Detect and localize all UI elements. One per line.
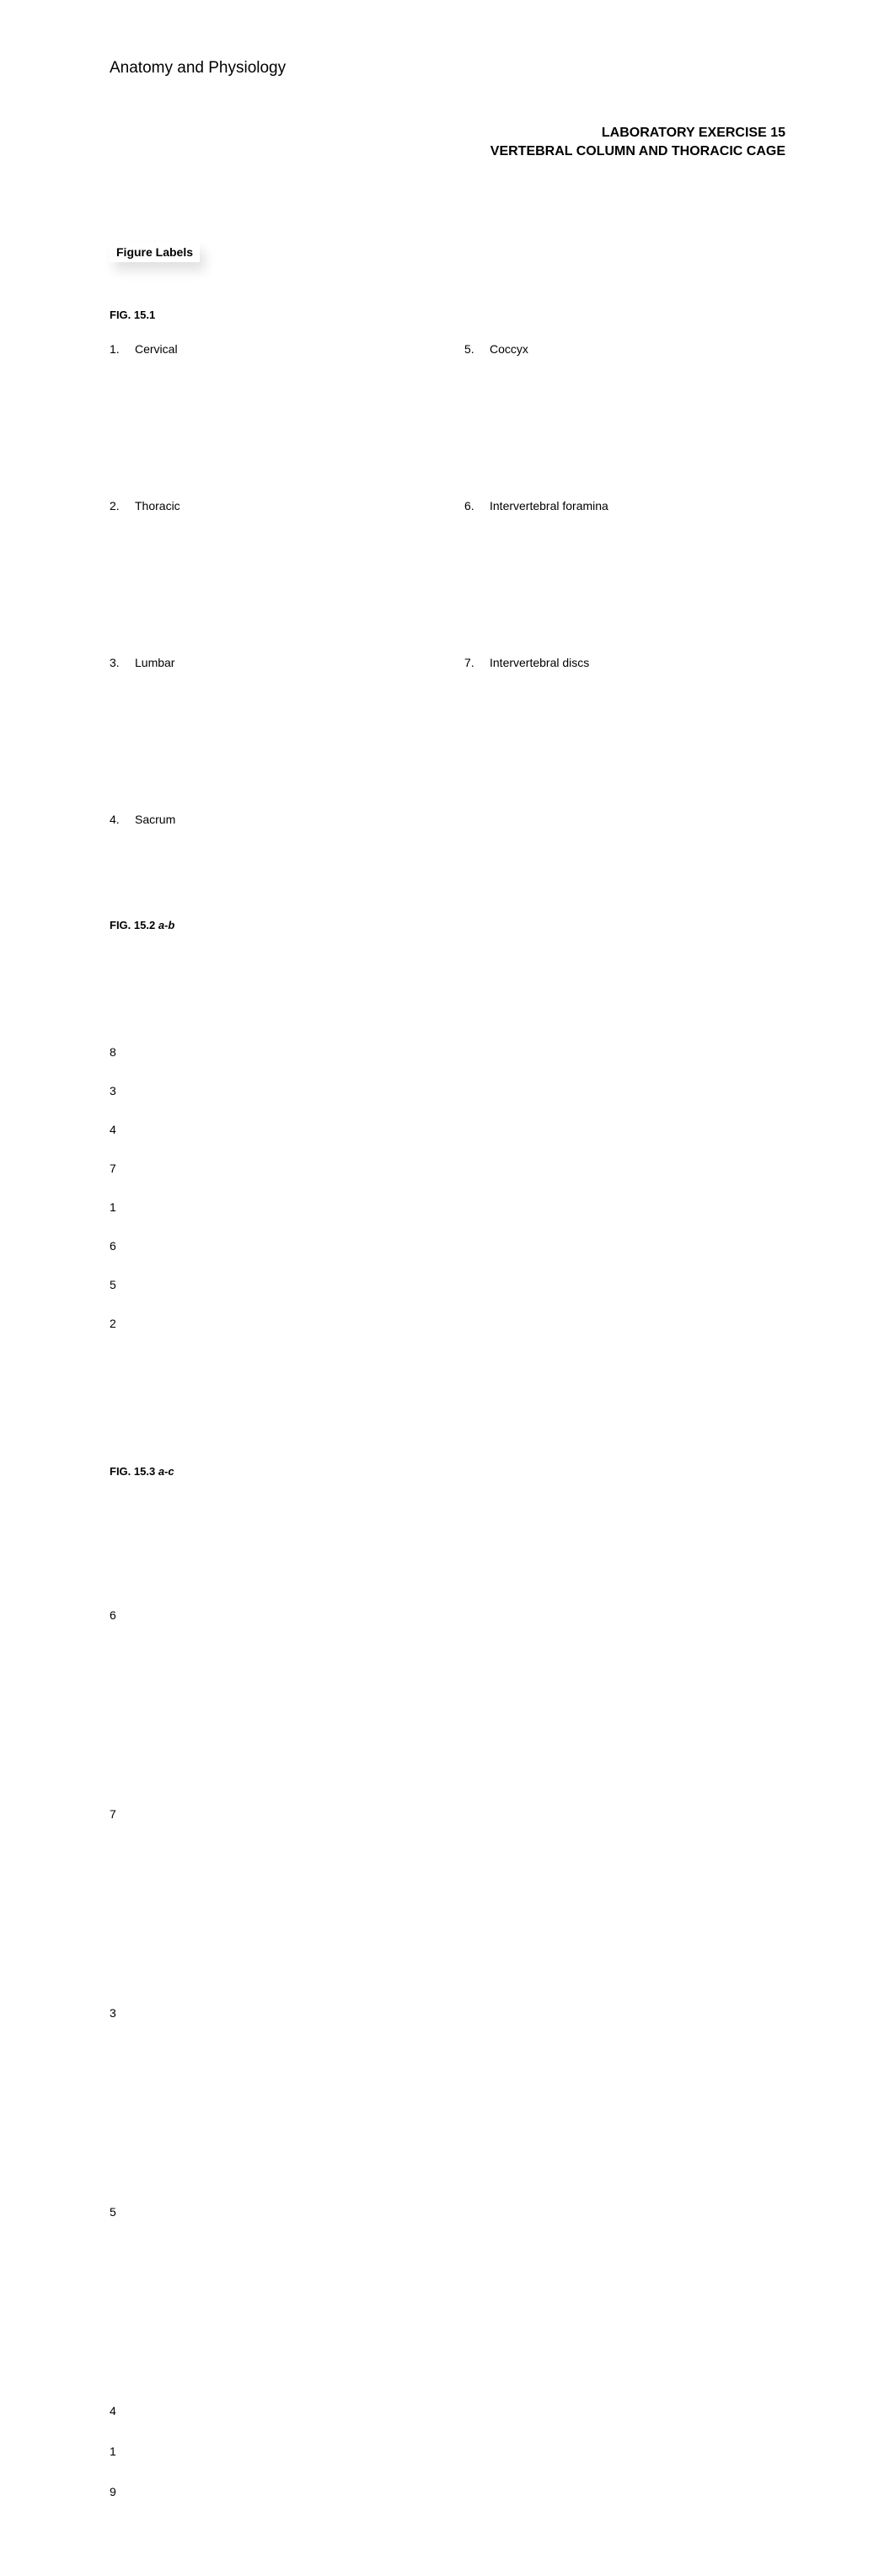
list-item: 9 bbox=[110, 2485, 785, 2498]
list-num: 5. bbox=[464, 342, 490, 356]
fig3-heading-italic: a-c bbox=[155, 1465, 174, 1478]
section-label: Figure Labels bbox=[116, 245, 193, 259]
fig2-heading-italic: a-b bbox=[155, 919, 174, 931]
list-item: 5 bbox=[110, 1278, 785, 1291]
list-text: Intervertebral foramina bbox=[490, 499, 785, 513]
list-item: 6 bbox=[110, 1239, 785, 1253]
fig2-heading: FIG. 15.2 a-b bbox=[110, 919, 785, 931]
list-num: 6. bbox=[464, 499, 490, 513]
course-title: Anatomy and Physiology bbox=[110, 59, 785, 78]
section-label-container: Figure Labels bbox=[110, 242, 200, 262]
exercise-number: LABORATORY EXERCISE 15 bbox=[110, 124, 785, 142]
fig3-heading-prefix: FIG. 15.3 bbox=[110, 1465, 155, 1478]
list-item: 2 bbox=[110, 1317, 785, 1330]
list-num: 1. bbox=[110, 342, 135, 356]
fig3-list: 6 7 3 5 4 1 9 bbox=[110, 1608, 785, 2498]
list-item: 5. Coccyx bbox=[464, 342, 785, 356]
list-item: 7 bbox=[110, 1162, 785, 1175]
list-item: 3 bbox=[110, 2006, 785, 2020]
list-text: Lumbar bbox=[135, 656, 431, 669]
list-num: 2. bbox=[110, 499, 135, 513]
list-item: 8 bbox=[110, 1045, 785, 1059]
exercise-title: VERTEBRAL COLUMN AND THORACIC CAGE bbox=[110, 142, 785, 161]
fig1-columns: 1. Cervical 2. Thoracic 3. Lumbar 4. Sac… bbox=[110, 342, 785, 826]
fig1-heading: FIG. 15.1 bbox=[110, 309, 785, 321]
list-text: Intervertebral discs bbox=[490, 656, 785, 669]
list-text: Sacrum bbox=[135, 813, 431, 826]
list-item: 1 bbox=[110, 1200, 785, 1214]
fig3-heading: FIG. 15.3 a-c bbox=[110, 1465, 785, 1478]
list-item: 7. Intervertebral discs bbox=[464, 656, 785, 669]
list-item: 6 bbox=[110, 1608, 785, 1622]
list-text: Thoracic bbox=[135, 499, 431, 513]
list-item: 1 bbox=[110, 2445, 785, 2458]
list-text: Coccyx bbox=[490, 342, 785, 356]
fig1-left-col: 1. Cervical 2. Thoracic 3. Lumbar 4. Sac… bbox=[110, 342, 431, 826]
fig2-list: 8 3 4 7 1 6 5 2 bbox=[110, 1045, 785, 1330]
fig2-heading-prefix: FIG. 15.2 bbox=[110, 919, 155, 931]
list-text: Cervical bbox=[135, 342, 431, 356]
list-item: 3. Lumbar bbox=[110, 656, 431, 669]
list-num: 7. bbox=[464, 656, 490, 669]
list-item: 4. Sacrum bbox=[110, 813, 431, 826]
list-item: 2. Thoracic bbox=[110, 499, 431, 513]
list-item: 4 bbox=[110, 2404, 785, 2418]
list-num: 4. bbox=[110, 813, 135, 826]
list-num: 3. bbox=[110, 656, 135, 669]
fig2-section: FIG. 15.2 a-b 8 3 4 7 1 6 5 2 bbox=[110, 919, 785, 1330]
list-item: 3 bbox=[110, 1084, 785, 1097]
fig3-section: FIG. 15.3 a-c 6 7 3 5 4 1 9 bbox=[110, 1465, 785, 2498]
list-item: 4 bbox=[110, 1123, 785, 1136]
list-item: 1. Cervical bbox=[110, 342, 431, 356]
list-item: 6. Intervertebral foramina bbox=[464, 499, 785, 513]
list-item: 7 bbox=[110, 1807, 785, 1821]
exercise-header: LABORATORY EXERCISE 15 VERTEBRAL COLUMN … bbox=[110, 124, 785, 162]
list-item: 5 bbox=[110, 2205, 785, 2219]
fig1-right-col: 5. Coccyx 6. Intervertebral foramina 7. … bbox=[464, 342, 785, 826]
